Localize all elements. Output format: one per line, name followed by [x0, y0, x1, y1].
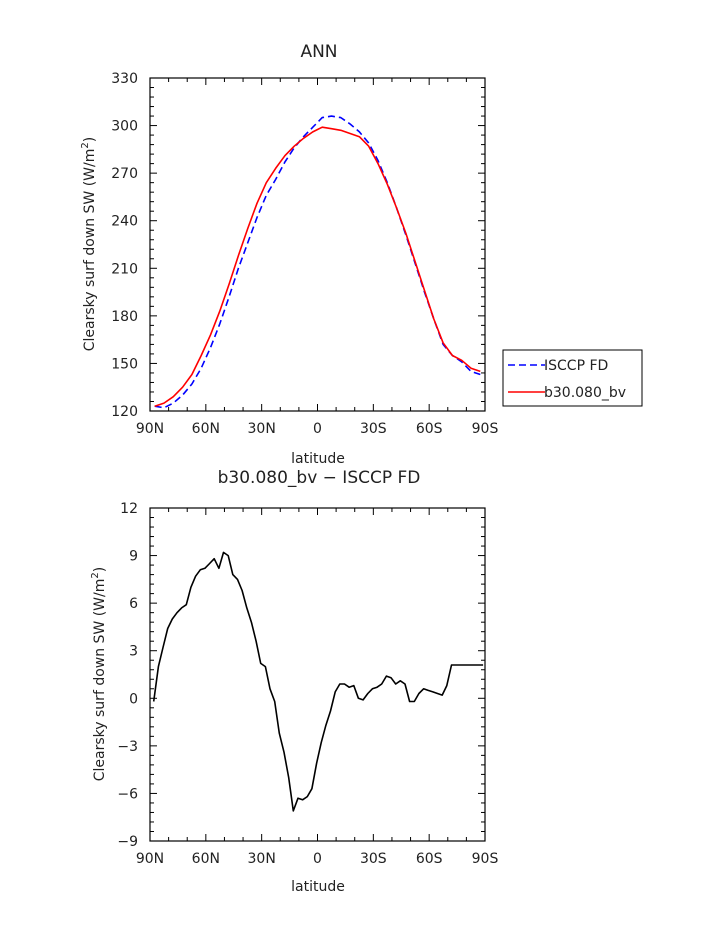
bottom-x-tick-label: 0 [313, 851, 322, 867]
top-tick-labels: 90N 60N 30N 0 30S 60S 90S 120 150 180 210 240 270 300… [111, 71, 498, 437]
top-chart-title: ANN [300, 42, 337, 62]
bottom-ticks [149, 507, 486, 842]
bottom-chart-title: b30.080_bv − ISCCP FD [218, 468, 421, 488]
top-y-tick-label: 150 [111, 356, 138, 372]
bottom-y-tick-label: 6 [129, 596, 138, 612]
bottom-series-lines [152, 551, 484, 812]
top-series-lines [154, 115, 481, 409]
top-y-tick-label: 330 [111, 71, 138, 87]
bottom-x-axis-label: latitude [291, 879, 345, 895]
top-x-tick-label: 90S [472, 421, 499, 437]
top-x-axis-label: latitude [291, 451, 345, 467]
bottom-y-tick-label: 12 [120, 501, 138, 517]
bottom-panel: b30.080_bv − ISCCP FD 90N 60N 30N 0 30S 60S 90… [90, 468, 498, 895]
top-x-tick-label: 30S [360, 421, 387, 437]
bottom-y-tick-label: 3 [129, 644, 138, 660]
top-y-tick-label: 210 [111, 261, 138, 277]
top-x-tick-label: 0 [313, 421, 322, 437]
bottom-y-tick-label: 9 [129, 549, 138, 565]
legend: ISCCP FD b30.080_bv [502, 349, 643, 407]
bottom-x-tick-label: 30S [360, 851, 387, 867]
top-plot-frame [149, 77, 486, 412]
bottom-y-tick-label: 0 [129, 691, 138, 707]
bottom-y-tick-label: −6 [117, 786, 138, 802]
bottom-series-line-0 [152, 551, 484, 812]
bottom-x-tick-label: 30N [248, 851, 276, 867]
bottom-plot-frame [149, 507, 486, 842]
top-y-tick-label: 270 [111, 166, 138, 182]
top-x-tick-label: 90N [136, 421, 164, 437]
top-y-tick-label: 120 [111, 404, 138, 420]
top-panel: ANN 90N 60N 30N 0 30S 60S 90S 120 150 180 210 240 27… [80, 42, 498, 467]
top-series-line-isccp-fd [154, 115, 481, 409]
bottom-x-tick-label: 60S [416, 851, 443, 867]
top-y-tick-label: 180 [111, 309, 138, 325]
top-x-tick-label: 60N [192, 421, 220, 437]
bottom-x-tick-label: 90N [136, 851, 164, 867]
legend-box [502, 349, 643, 407]
bottom-y-tick-label: −3 [117, 739, 138, 755]
bottom-y-tick-label: −9 [117, 834, 138, 850]
top-y-axis-label: Clearsky surf down SW (W/m2) [80, 137, 98, 351]
top-y-tick-label: 240 [111, 214, 138, 230]
bottom-x-tick-label: 60N [192, 851, 220, 867]
legend-label-b30-080-bv: b30.080_bv [544, 385, 626, 401]
top-series-line-b30-080-bv [154, 126, 481, 407]
top-ticks [149, 77, 486, 412]
top-x-tick-label: 30N [248, 421, 276, 437]
top-x-tick-label: 60S [416, 421, 443, 437]
legend-label-isccp-fd: ISCCP FD [544, 358, 608, 374]
bottom-y-axis-label: Clearsky surf down SW (W/m2) [90, 567, 108, 781]
bottom-x-tick-label: 90S [472, 851, 499, 867]
top-y-tick-label: 300 [111, 119, 138, 135]
bottom-tick-labels: 90N 60N 30N 0 30S 60S 90S −9 −6 −3 0 3 6 9 12 [117, 501, 498, 867]
